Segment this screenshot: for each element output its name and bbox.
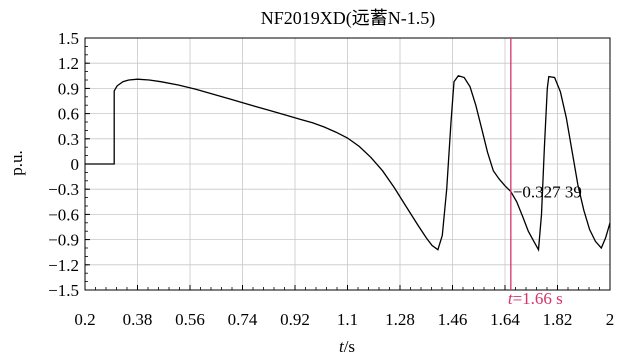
cursor-value-label: −0.327 39 [513, 183, 582, 202]
y-tick-label: 0.9 [58, 79, 79, 98]
x-tick-label: 1.1 [337, 310, 358, 329]
cursor-time-label: t=1.66 s [508, 289, 563, 308]
y-tick-label: −1.2 [48, 256, 79, 275]
x-axis-label-unit: /s [344, 337, 355, 356]
x-axis-ticks: 0.2 0.38 0.56 0.74 0.92 1.1 1.28 1.46 1.64 1.82 2 [74, 285, 614, 329]
y-tick-label: −1.5 [48, 281, 79, 300]
cursor-time-value: =1.66 s [513, 289, 563, 308]
series-line [85, 75, 611, 252]
x-tick-label: 0.74 [228, 310, 258, 329]
x-tick-label: 1.82 [543, 310, 573, 329]
y-axis-label: p.u. [7, 150, 26, 176]
x-tick-label: 0.38 [123, 310, 153, 329]
grid-lines [85, 38, 610, 290]
y-tick-label: −0.9 [48, 231, 79, 250]
chart-title: NF2019XD(远蓄N-1.5) [261, 8, 436, 29]
y-tick-label: −0.3 [48, 180, 79, 199]
y-axis-ticks: 1.5 1.2 0.9 0.6 0.3 0 −0.3 −0.6 −0.9 −1.2 −1.5 [48, 29, 90, 300]
y-tick-label: 1.2 [58, 54, 79, 73]
x-tick-label: 0.2 [74, 310, 95, 329]
cursor-time-symbol: t [508, 289, 514, 308]
x-tick-label: 0.92 [280, 310, 310, 329]
x-tick-label: 1.64 [490, 310, 520, 329]
y-tick-label: 0 [71, 155, 80, 174]
x-tick-label: 1.28 [385, 310, 415, 329]
x-tick-label: 1.46 [438, 310, 468, 329]
y-tick-label: −0.6 [48, 205, 79, 224]
x-tick-label: 0.56 [175, 310, 205, 329]
x-tick-label: 2 [606, 310, 615, 329]
y-tick-label: 0.6 [58, 105, 79, 124]
x-axis-label-symbol: t [339, 337, 345, 356]
x-axis-label: t/s [339, 337, 355, 356]
y-tick-label: 1.5 [58, 29, 79, 48]
y-tick-label: 0.3 [58, 130, 79, 149]
